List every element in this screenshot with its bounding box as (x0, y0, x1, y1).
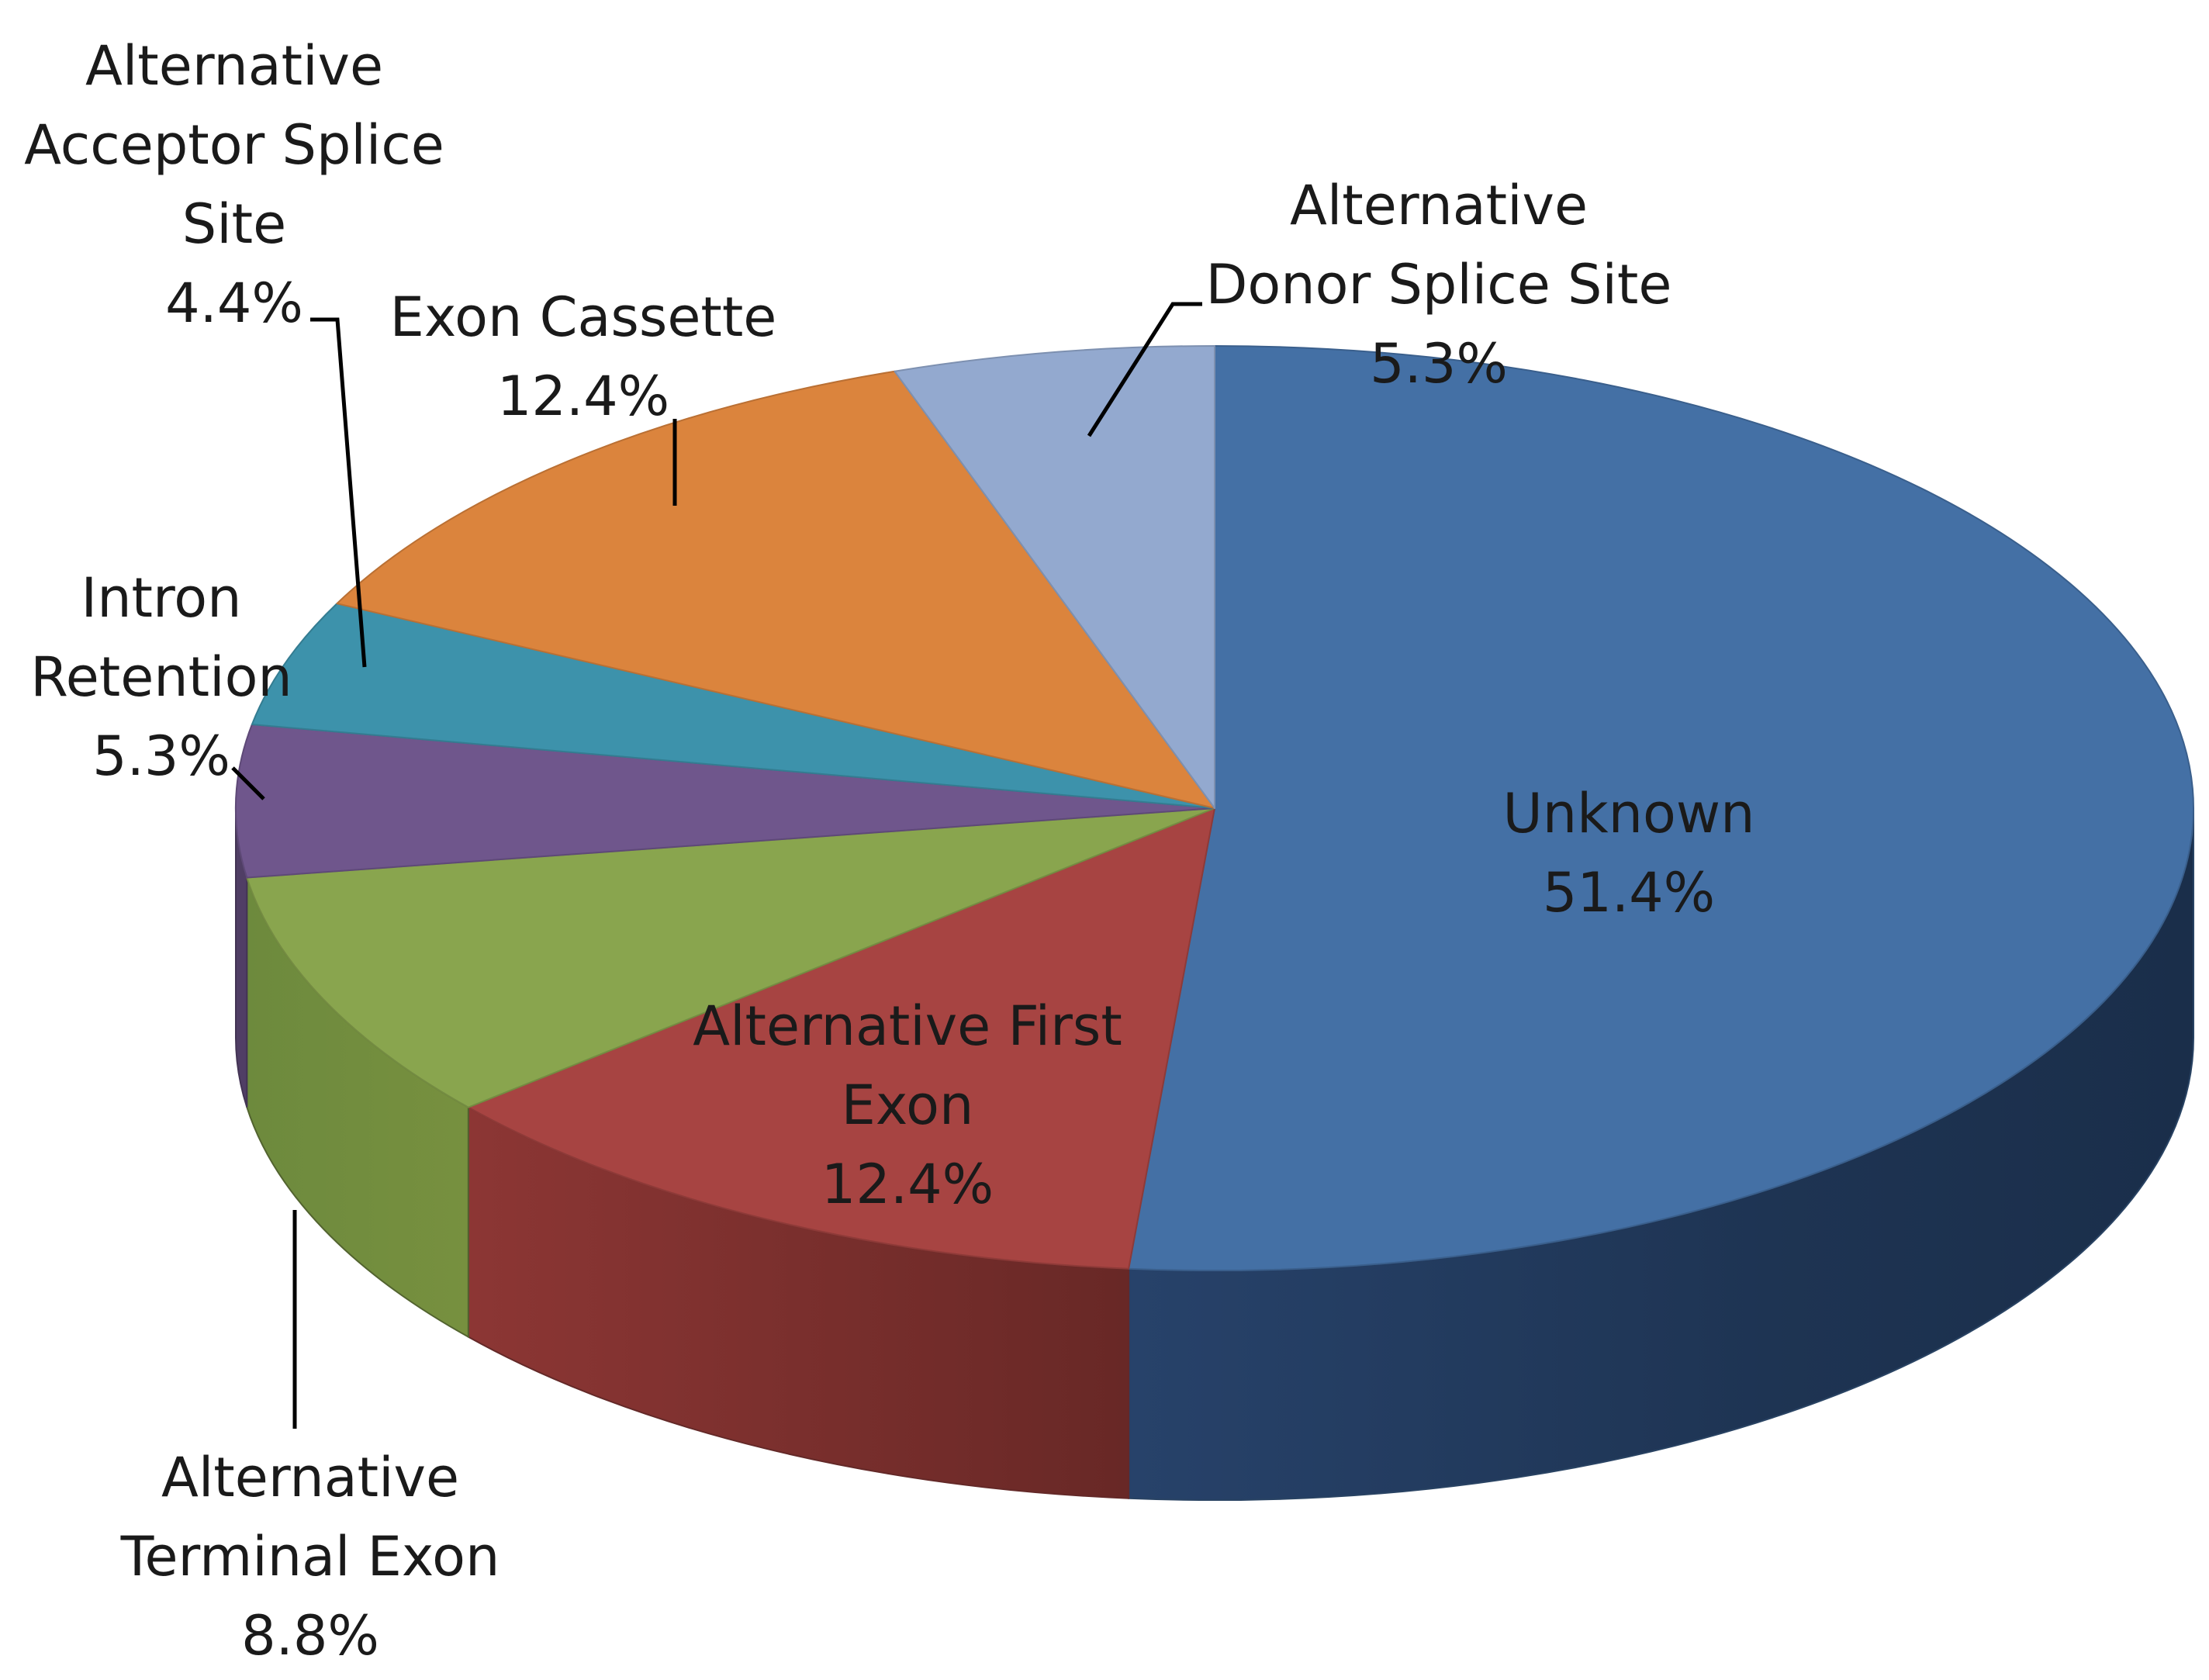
label-line-alternative-acceptor-splice-site-3: 4.4% (165, 271, 303, 335)
slice-alternative-terminal-exon (246, 807, 1215, 1108)
slice-unknown (1128, 345, 2194, 1271)
label-line-alternative-acceptor-splice-site-2: Site (182, 192, 286, 256)
label-line-alternative-donor-splice-site-1: Donor Splice Site (1206, 253, 1672, 316)
leader-line-intron-retention (231, 766, 265, 800)
label-line-unknown-0: Unknown (1503, 782, 1755, 845)
label-line-alternative-acceptor-splice-site-0: Alternative (85, 34, 383, 98)
label-line-intron-retention-2: 5.3% (92, 724, 230, 788)
label-unknown: Unknown 51.4% (1503, 782, 1755, 925)
label-line-alternative-acceptor-splice-site-1: Acceptor Splice (24, 113, 444, 177)
label-line-alternative-first-exon-2: 12.4% (821, 1153, 994, 1216)
slice-alternative-acceptor-splice-site (251, 603, 1215, 809)
label-line-alternative-terminal-exon-2: 8.8% (241, 1604, 379, 1668)
label-alternative-terminal-exon: Alternative Terminal Exon 8.8% (120, 1446, 500, 1668)
label-line-alternative-first-exon-0: Alternative First (693, 994, 1122, 1058)
slice-alternative-first-exon (467, 807, 1215, 1270)
pie-slices (235, 345, 2194, 1271)
label-intron-retention: Intron Retention 5.3% (30, 566, 292, 788)
label-line-alternative-first-exon-1: Exon (842, 1073, 974, 1137)
leader-line-alternative-acceptor-splice-site (310, 317, 367, 668)
label-alternative-acceptor-splice-site: Alternative Acceptor Splice Site 4.4% (24, 34, 444, 335)
slice-intron-retention (235, 724, 1215, 879)
label-line-alternative-terminal-exon-0: Alternative (161, 1446, 459, 1509)
label-alternative-donor-splice-site: Alternative Donor Splice Site 5.3% (1206, 174, 1672, 396)
label-line-alternative-terminal-exon-1: Terminal Exon (120, 1525, 500, 1588)
slice-labels: Unknown 51.4%Alternative First Exon 12.4%Al… (24, 34, 1754, 1668)
leader-lines (231, 302, 1202, 1429)
label-line-alternative-donor-splice-site-0: Alternative (1290, 174, 1588, 237)
slice-alternative-donor-splice-site (894, 345, 1215, 809)
label-exon-cassette: Exon Cassette 12.4% (390, 285, 777, 428)
label-line-intron-retention-1: Retention (30, 645, 292, 709)
label-line-exon-cassette-1: 12.4% (497, 365, 669, 428)
leader-line-alternative-donor-splice-site (1087, 302, 1202, 437)
label-line-unknown-1: 51.4% (1543, 861, 1715, 925)
label-line-intron-retention-0: Intron (81, 566, 242, 630)
label-line-alternative-donor-splice-site-2: 5.3% (1370, 332, 1508, 396)
slice-exon-cassette (336, 370, 1215, 809)
label-alternative-first-exon: Alternative First Exon 12.4% (693, 994, 1122, 1216)
label-line-exon-cassette-0: Exon Cassette (390, 285, 777, 349)
